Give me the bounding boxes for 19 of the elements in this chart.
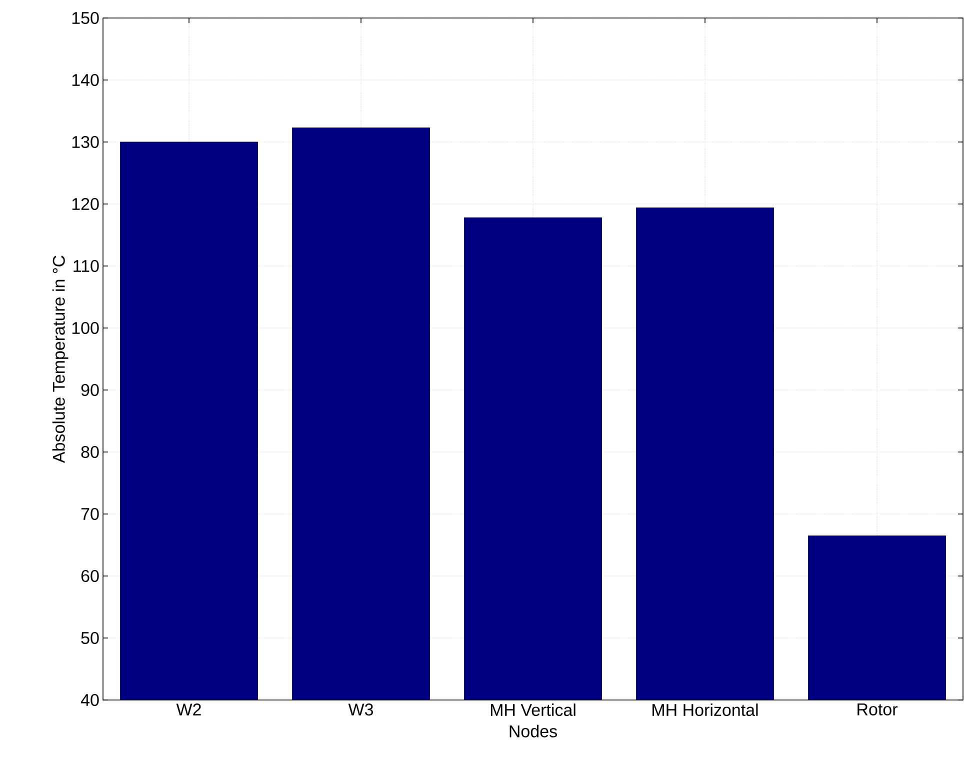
y-tick-label: 150 — [72, 12, 99, 24]
x-tick-label: W3 — [348, 704, 374, 716]
x-tick-label: MH Horizontal — [652, 704, 758, 716]
y-tick-label: 90 — [81, 384, 99, 396]
y-tick-label: 140 — [72, 74, 99, 86]
x-tick-label: W2 — [176, 704, 201, 716]
y-tick-label: 120 — [72, 198, 99, 210]
y-tick-label: 60 — [81, 570, 99, 582]
y-tick-label: 70 — [81, 508, 99, 520]
y-axis-title: Absolute Temperature in °C — [52, 256, 68, 463]
y-tick-label: 80 — [81, 446, 99, 458]
y-tick-label: 100 — [72, 322, 99, 334]
x-tick-label: MH Vertical — [490, 704, 576, 716]
y-tick-label: 50 — [81, 632, 99, 644]
y-tick-label: 130 — [72, 136, 99, 148]
x-axis-title: Nodes — [510, 724, 557, 738]
x-tick-label: Rotor — [858, 704, 898, 716]
y-tick-label: 40 — [80, 694, 99, 706]
y-tick-label: 110 — [74, 260, 99, 272]
